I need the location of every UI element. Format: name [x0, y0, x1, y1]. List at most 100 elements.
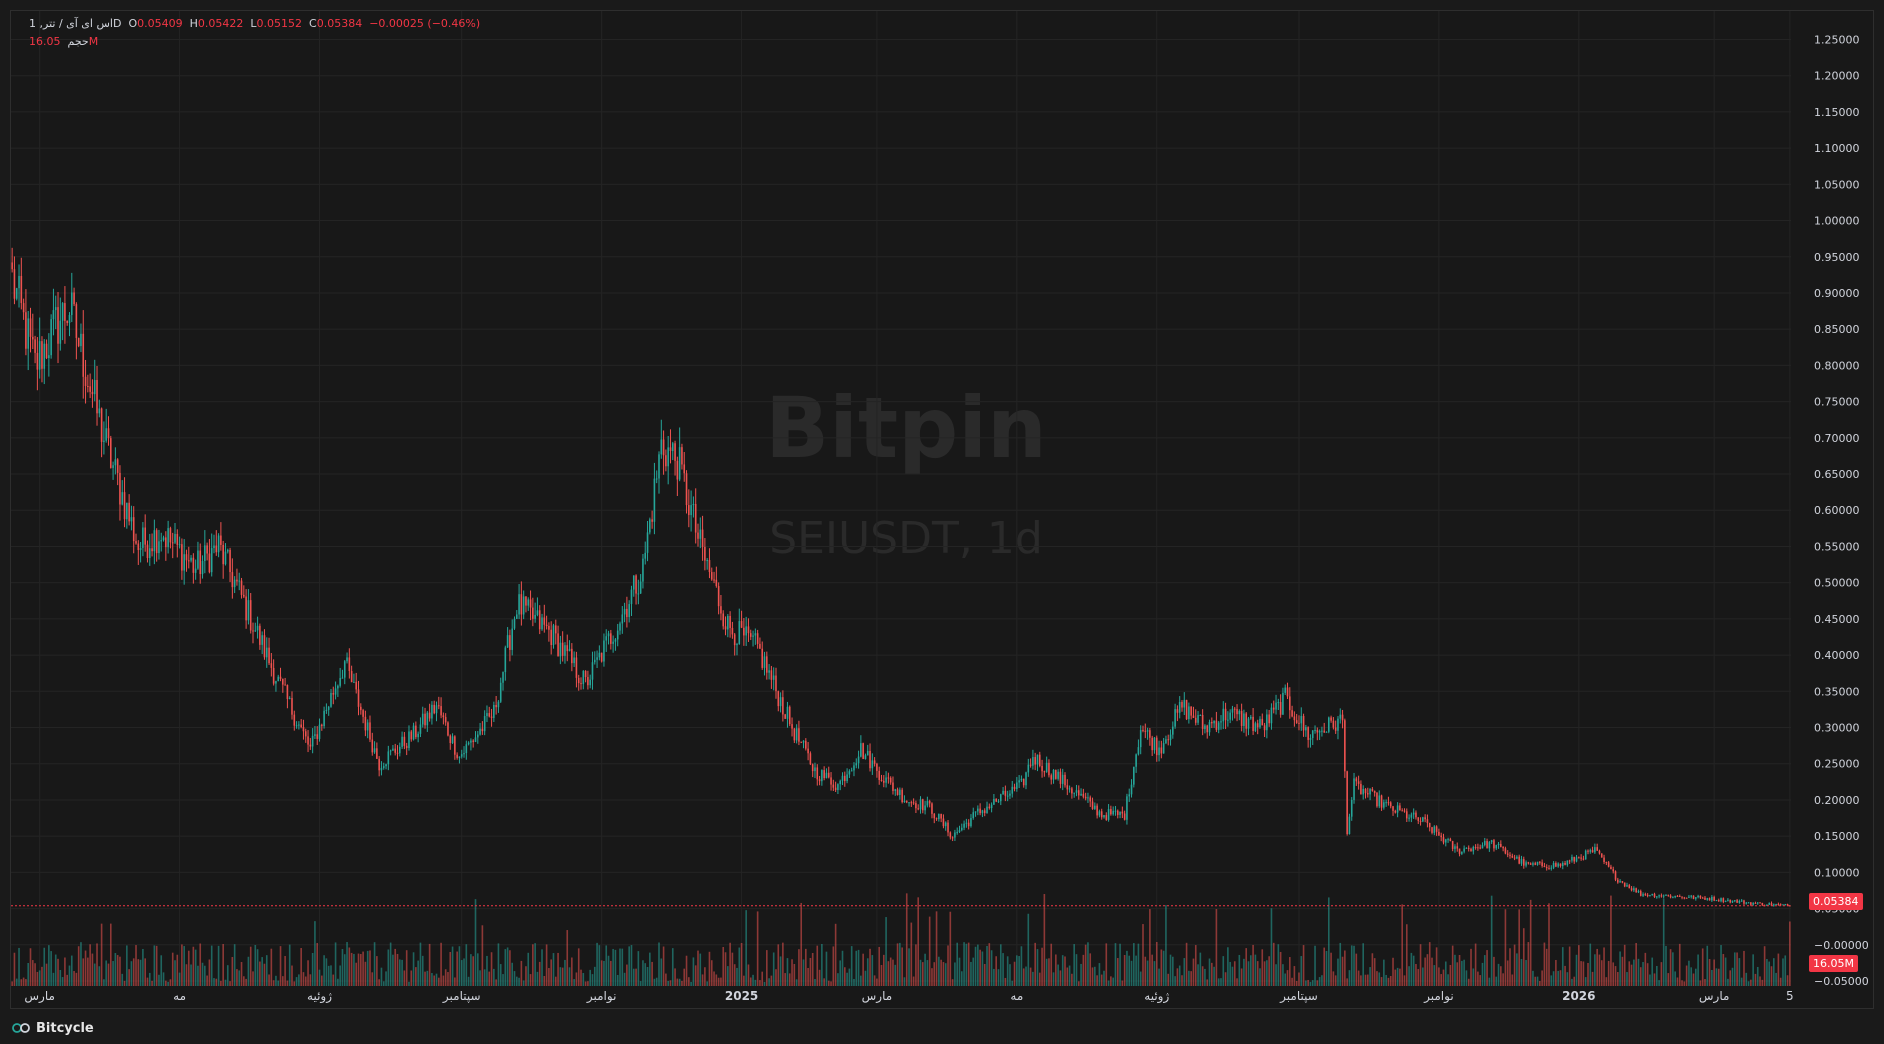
- candle-body: [685, 473, 688, 506]
- candle-body: [676, 460, 679, 480]
- candle-body: [951, 837, 954, 839]
- candle-body: [307, 736, 309, 745]
- volume-bar: [990, 950, 993, 986]
- candle-body: [1121, 811, 1124, 814]
- candle-body: [761, 648, 764, 668]
- candle-body: [261, 635, 263, 645]
- candle-body: [25, 312, 27, 349]
- volume-bar: [48, 945, 50, 986]
- volume-bar: [13, 952, 16, 986]
- candle-body: [573, 657, 575, 664]
- candle-body: [98, 408, 101, 414]
- volume-bar: [371, 972, 374, 986]
- candle-body: [1158, 747, 1160, 756]
- volume-bar: [967, 942, 970, 986]
- volume-bar: [1151, 954, 1153, 986]
- candle-body: [642, 558, 644, 582]
- candle-body: [1050, 775, 1053, 780]
- candle-body: [1066, 785, 1069, 790]
- candle-body: [1412, 812, 1415, 815]
- volume-bar: [926, 960, 929, 986]
- volume-bar: [887, 961, 890, 986]
- volume-bar: [830, 981, 832, 986]
- volume-bar: [614, 949, 617, 986]
- volume-bar: [1545, 948, 1548, 986]
- volume-bar: [1706, 945, 1709, 986]
- candle-body: [70, 292, 73, 316]
- candle-body: [1552, 863, 1555, 868]
- volume-bar: [380, 967, 383, 986]
- candle-body: [378, 758, 380, 771]
- candle-body: [1529, 863, 1532, 865]
- candle-body: [538, 610, 541, 630]
- volume-bar: [22, 977, 25, 986]
- candle-body: [1286, 687, 1289, 697]
- candle-body: [644, 552, 647, 559]
- volume-bar: [573, 979, 575, 986]
- candle-body: [183, 554, 185, 571]
- volume-bar: [1052, 972, 1055, 986]
- candle-body: [779, 697, 782, 707]
- volume-bar: [50, 951, 52, 986]
- candle-body: [1309, 737, 1312, 740]
- candle-body: [1275, 702, 1277, 710]
- candle-body: [692, 504, 695, 506]
- candle-body: [316, 734, 319, 739]
- volume-bar: [766, 950, 768, 986]
- volume-bar: [1114, 943, 1117, 986]
- volume-bar: [1256, 961, 1259, 986]
- volume-bar: [1066, 967, 1069, 986]
- volume-bar: [236, 969, 238, 986]
- volume-bar: [1589, 943, 1592, 986]
- volume-bar: [1373, 958, 1376, 986]
- volume-bar: [243, 976, 245, 986]
- candle-body: [974, 811, 977, 813]
- candle-body: [1231, 708, 1234, 713]
- candle-body: [20, 275, 23, 304]
- candle-body: [756, 633, 759, 644]
- volume-bar: [1330, 952, 1332, 986]
- candle-body: [575, 657, 578, 678]
- volume-bar: [1777, 953, 1780, 986]
- candle-body: [1389, 802, 1392, 807]
- candle-body: [1779, 904, 1782, 906]
- volume-bar: [495, 979, 497, 986]
- candle-body: [144, 527, 146, 545]
- volume-bar: [731, 952, 734, 986]
- candle-body: [483, 716, 486, 732]
- candle-body: [1057, 771, 1059, 779]
- candle-body: [369, 722, 371, 740]
- candle-body: [1685, 897, 1688, 899]
- candle-body: [169, 528, 172, 543]
- volume-bar: [1327, 897, 1330, 986]
- candle-body: [1128, 794, 1131, 797]
- candle-body: [380, 767, 383, 771]
- volume-bar: [376, 956, 378, 986]
- volume-bar: [1428, 942, 1431, 986]
- candle-body: [506, 635, 509, 648]
- candle-body: [763, 656, 766, 668]
- volume-bar: [1222, 956, 1225, 986]
- volume-bar: [600, 960, 603, 986]
- candle-body: [864, 755, 867, 759]
- candle-body: [1080, 793, 1082, 796]
- candle-body: [148, 548, 151, 559]
- candle-body: [185, 554, 188, 561]
- candle-body: [694, 504, 697, 533]
- volume-bar: [233, 944, 236, 986]
- volume-bar: [823, 978, 825, 986]
- candle-body: [57, 307, 59, 344]
- candle-body: [823, 770, 825, 779]
- candle-body: [1699, 895, 1702, 898]
- brand-logo[interactable]: Bitcycle: [12, 1021, 94, 1036]
- chart-frame[interactable]: Bitpin SEIUSDT, 1d 1.25000 1.20000 1.15000 1.…: [10, 10, 1874, 1009]
- volume-bar: [323, 955, 325, 986]
- candle-body: [880, 779, 883, 781]
- volume-bar: [509, 950, 511, 986]
- candle-body: [688, 505, 690, 516]
- candle-body: [1176, 709, 1179, 713]
- volume-bar: [412, 952, 415, 986]
- volume-bar: [646, 966, 649, 986]
- candle-body: [75, 304, 78, 338]
